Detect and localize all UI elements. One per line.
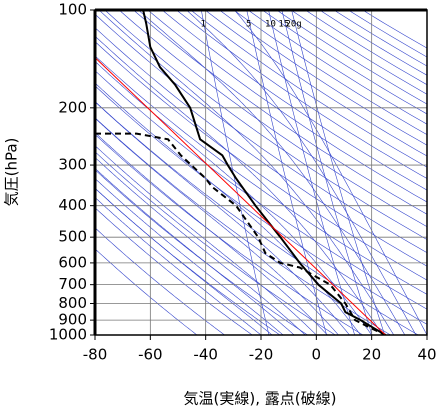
dry-adiabat [95, 55, 427, 295]
dry-adiabat [95, 27, 427, 267]
moist-adiabat [138, 10, 406, 335]
x-tick-label: -60 [138, 346, 163, 364]
moist-adiabat [95, 145, 317, 335]
y-tick-label: 700 [58, 275, 87, 293]
dry-adiabat [95, 134, 364, 335]
dry-adiabat [190, 10, 427, 168]
dewpoint-line [95, 132, 386, 335]
x-tick-label: 0 [312, 346, 322, 364]
moist-adiabat [234, 10, 427, 335]
y-tick-label: 500 [58, 228, 87, 246]
dry-adiabat [95, 169, 308, 335]
y-axis-label: 気圧(hPa) [3, 138, 21, 207]
mixing-ratio-line [268, 10, 355, 335]
mixing-ratio-label: 15 [278, 20, 289, 30]
moist-adiabat [95, 178, 284, 335]
moist-adiabat [95, 35, 383, 335]
y-tick-label: 200 [58, 98, 87, 116]
moist-adiabat [186, 10, 417, 335]
moist-adiabat [98, 10, 395, 335]
dry-adiabat [95, 41, 427, 281]
profiles [95, 10, 387, 335]
background-lines [95, 10, 427, 335]
x-axis-label: 気温(実線), 露点(破線) [184, 390, 337, 408]
moist-adiabat [95, 156, 306, 335]
moist-adiabat [95, 132, 328, 335]
mixing-ratio-line [291, 10, 385, 335]
dry-adiabat [118, 10, 427, 228]
x-tick-label: 40 [417, 346, 436, 364]
dry-adiabat [95, 207, 253, 335]
mixing-ratio-label: 20g [285, 20, 301, 30]
y-tick-label: 400 [58, 196, 87, 214]
dry-adiabat [104, 10, 427, 240]
mixing-ratio-label: 10 [265, 20, 276, 30]
x-tick-label: 20 [362, 346, 381, 364]
dry-adiabat [204, 10, 427, 157]
x-tick-label: -80 [83, 346, 108, 364]
grid [95, 10, 427, 335]
dry-adiabat [161, 10, 427, 191]
profile-line [95, 57, 386, 335]
x-tick-label: -40 [193, 346, 218, 364]
dry-adiabat [95, 227, 225, 335]
dry-adiabat [133, 10, 427, 215]
y-tick-label: 600 [58, 253, 87, 271]
moist-adiabat [95, 117, 339, 335]
moist-adiabat [95, 187, 273, 335]
dry-adiabat [95, 248, 198, 335]
moist-adiabat [95, 196, 262, 335]
x-tick-label: -20 [249, 346, 274, 364]
moist-adiabat [95, 82, 361, 335]
dry-adiabat [95, 13, 427, 254]
moist-adiabat [95, 101, 350, 335]
y-tick-label: 100 [58, 1, 87, 19]
mixing-ratio-line [246, 10, 327, 335]
mixing-ratio-label: 1 [201, 20, 206, 30]
y-tick-label: 900 [58, 311, 87, 329]
dry-adiabat [176, 10, 427, 179]
y-tick-label: 800 [58, 294, 87, 312]
dry-adiabat [95, 117, 391, 335]
mixing-ratio-line [281, 10, 373, 335]
axes: 1 5 10 1520g1002003004005006007008009001000… [49, 1, 436, 364]
mixing-ratio-line [201, 10, 270, 335]
moist-adiabat [95, 167, 295, 335]
dry-adiabat [95, 85, 427, 325]
mixing-ratio-label: 5 [246, 20, 251, 30]
y-tick-label: 300 [58, 156, 87, 174]
dry-adiabat [147, 10, 427, 203]
profile-line [142, 10, 387, 335]
dry-adiabat [95, 151, 336, 335]
y-tick-label: 1000 [49, 326, 87, 344]
dry-adiabat [219, 10, 427, 146]
moist-adiabat [95, 60, 372, 335]
